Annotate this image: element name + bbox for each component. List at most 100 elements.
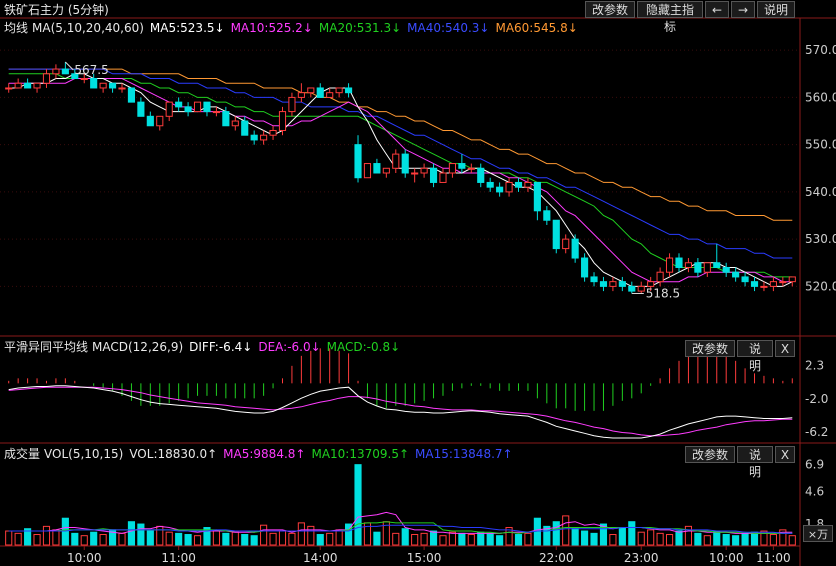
vol-indicator-name: 成交量 — [4, 447, 41, 461]
right-arrow-button[interactable]: → — [731, 1, 755, 18]
candle-body — [278, 111, 287, 131]
volume-bar — [628, 521, 636, 546]
vol-ma15-value: MA15:13848.7↑ — [415, 447, 513, 461]
volume-bar — [543, 525, 551, 546]
x-tick-label: 15:00 — [407, 551, 442, 565]
candle-body — [260, 134, 268, 141]
volume-bar — [99, 534, 107, 546]
candle-body — [288, 96, 296, 113]
candle-body — [165, 101, 173, 117]
volume-bar — [61, 517, 69, 546]
candle-body — [90, 78, 98, 89]
volume-bar — [250, 535, 258, 546]
volume-bar — [24, 528, 32, 546]
vol-params: VOL(5,10,15) — [44, 447, 124, 461]
volume-bar — [307, 525, 315, 546]
candle-body — [599, 281, 608, 287]
ma-line-ma20 — [8, 73, 793, 278]
x-tick-label: 10:00 — [709, 551, 744, 565]
volume-bar — [552, 521, 560, 546]
volume-bar — [788, 535, 796, 546]
volume-bar — [571, 528, 579, 546]
candle-body — [42, 73, 51, 84]
unit-button[interactable]: ×万 — [803, 525, 833, 542]
volume-bar — [401, 528, 409, 546]
candle-body — [637, 285, 645, 292]
candle-body — [354, 144, 362, 179]
macd-help-button[interactable]: 说明 — [737, 340, 773, 373]
candle-body — [647, 281, 655, 287]
x-tick-label: 11:00 — [161, 551, 196, 565]
candle-body — [250, 134, 258, 141]
volume-bar — [241, 534, 249, 546]
volume-bar — [505, 527, 513, 546]
candle-body — [52, 68, 60, 75]
hide-indicator-button[interactable]: 隐藏主指标 — [637, 1, 703, 34]
volume-bar — [609, 534, 617, 546]
candle-body — [750, 281, 759, 287]
candle-body — [335, 87, 343, 94]
candle-body — [618, 281, 626, 287]
vol-value: VOL:18830.0↑ — [129, 447, 218, 461]
x-tick-label: 10:00 — [67, 551, 102, 565]
candle-body — [439, 172, 447, 183]
vol-params-button[interactable]: 改参数 — [685, 446, 735, 463]
diff-line — [8, 385, 793, 439]
vol-close-button[interactable]: X — [775, 446, 795, 463]
volume-bar — [52, 529, 60, 546]
params-button[interactable]: 改参数 — [585, 1, 635, 18]
vol-ma10-value: MA10:13709.5↑ — [311, 447, 410, 461]
ma-params: MA(5,10,20,40,60) — [32, 21, 144, 35]
volume-bar — [127, 521, 136, 546]
volume-bar — [5, 530, 13, 546]
candle-body — [524, 181, 532, 188]
price-tick-label: 520.0 — [805, 279, 836, 293]
vol-legend: 成交量 VOL(5,10,15) VOL:18830.0↑ MA5:9884.8↑ MA… — [4, 444, 519, 464]
candle-body — [429, 167, 438, 183]
volume-bar — [278, 530, 287, 546]
candle-body — [203, 101, 211, 113]
candle-body — [363, 163, 372, 179]
volume-bar — [590, 532, 598, 546]
macd-params-button[interactable]: 改参数 — [685, 340, 735, 357]
ma-line-ma40 — [8, 68, 793, 259]
high-label: 567.5 — [74, 63, 108, 77]
candle-body — [241, 120, 249, 136]
candle-body — [684, 262, 693, 268]
macd-close-button[interactable]: X — [775, 340, 795, 357]
candle-body — [24, 82, 32, 89]
volume-bar — [137, 523, 145, 546]
candle-body — [212, 111, 220, 114]
volume-bar — [420, 532, 428, 546]
price-tick-label: 550.0 — [805, 138, 836, 152]
macd-params: MACD(12,26,9) — [92, 340, 184, 354]
x-tick-label: 22:00 — [539, 551, 574, 565]
volume-bar — [90, 531, 98, 546]
volume-bar — [316, 534, 324, 546]
volume-bar — [684, 525, 693, 546]
macd-legend: 平滑异同平均线 MACD(12,26,9) DIFF:-6.4↓ DEA:-6.0↓ M… — [4, 337, 406, 357]
x-tick-label: 11:00 — [756, 551, 791, 565]
volume-bar — [618, 527, 626, 546]
volume-bar — [467, 534, 475, 546]
volume-bar — [14, 532, 22, 546]
x-tick-label: 14:00 — [303, 551, 338, 565]
help-button[interactable]: 说明 — [757, 1, 795, 18]
candle-body — [628, 285, 636, 292]
candle-body — [33, 82, 41, 89]
candle-body — [467, 167, 475, 170]
vol-help-button[interactable]: 说明 — [737, 446, 773, 479]
candle-body — [184, 106, 192, 113]
candle-body — [401, 153, 409, 174]
volume-ma15-line — [8, 524, 793, 534]
volume-bar — [297, 522, 305, 546]
volume-bar — [373, 531, 381, 546]
volume-bar — [203, 527, 211, 546]
left-arrow-button[interactable]: ← — [705, 1, 729, 18]
macd-tick-label: 2.3 — [805, 358, 824, 372]
candle-body — [514, 181, 523, 188]
volume-bar — [496, 535, 504, 546]
macd-indicator-name: 平滑异同平均线 — [4, 340, 89, 354]
candle-body — [127, 87, 136, 103]
